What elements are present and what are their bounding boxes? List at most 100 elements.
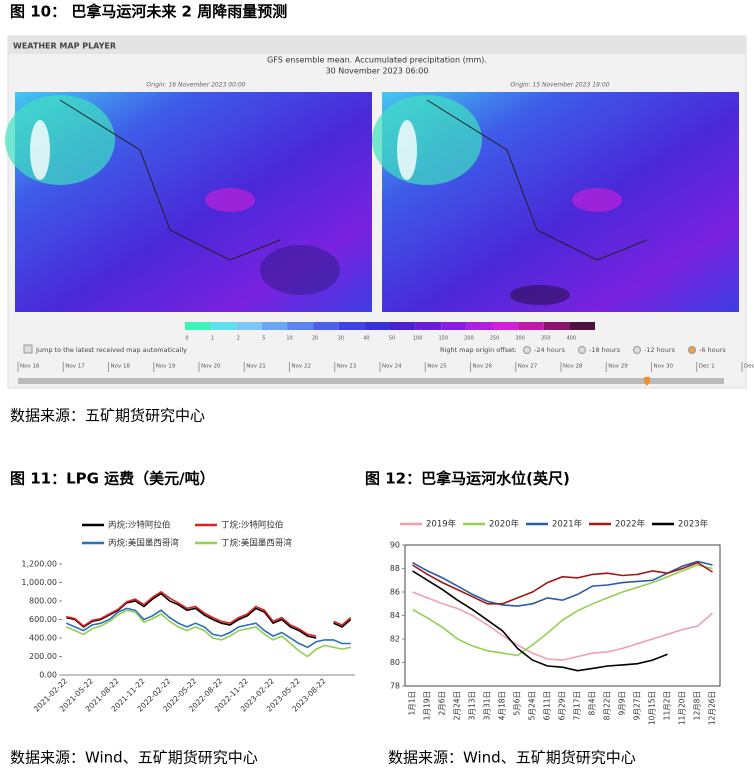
series-line — [412, 560, 713, 607]
colorbar-label: 30 — [338, 336, 344, 342]
timeline-label: Nov 27 — [518, 364, 538, 370]
colorbar-label: 0 — [185, 336, 188, 342]
colorbar-cell — [466, 322, 493, 330]
colorbar-label: 350 — [541, 336, 551, 342]
colorbar-label: 50 — [389, 336, 395, 342]
x-tick-label: 3月31日 — [483, 691, 492, 720]
legend-label: 2022年 — [615, 519, 646, 530]
colorbar-label: 300 — [515, 336, 525, 342]
timeline-label: Nov 23 — [337, 364, 357, 370]
radio-label: -24 hours — [534, 346, 566, 354]
x-tick-label: 5月24日 — [528, 691, 537, 720]
colorbar-label: 200 — [464, 336, 474, 342]
colorbar-label: 100 — [413, 336, 423, 342]
series-line — [412, 570, 668, 672]
series-line — [65, 607, 351, 649]
timeline-label: Nov 17 — [65, 364, 85, 370]
y-tick-label: 200.00 — [29, 652, 57, 661]
x-tick-label: 12月8日 — [693, 691, 702, 720]
y-tick-label: 1,000.00 — [21, 578, 57, 587]
colorbar-cell — [441, 322, 467, 330]
timeline-label: Nov 22 — [292, 364, 311, 370]
y-tick-label: 1,200.00 — [21, 560, 57, 569]
y-tick-label: 86 — [390, 588, 400, 597]
x-tick-label: 2月24日 — [453, 691, 462, 720]
x-tick-label: 1月19日 — [423, 691, 432, 720]
colorbar-cell — [313, 322, 339, 330]
legend-label: 2020年 — [489, 519, 520, 530]
colorbar-cell — [543, 322, 570, 330]
colorbar-cell — [390, 322, 416, 330]
source: 数据来源：五矿期货研究中心 — [10, 407, 205, 425]
timeline-slider[interactable] — [644, 377, 650, 386]
timeline-label: Dec 2 — [744, 364, 754, 370]
x-tick-label: 12月26日 — [708, 691, 717, 725]
map-title: GFS ensemble mean. Accumulated precipita… — [267, 56, 487, 65]
timeline-label: Nov 20 — [201, 364, 221, 370]
colorbar-cell — [569, 322, 595, 330]
timeline-label: Nov 30 — [654, 364, 674, 370]
x-tick-label: 4月18日 — [498, 691, 507, 720]
x-tick-label: 6月11日 — [543, 691, 552, 720]
x-tick-label: 3月13日 — [468, 691, 477, 720]
legend-label: 2019年 — [426, 519, 457, 530]
colorbar-label: 250 — [490, 336, 500, 342]
series-line — [412, 561, 713, 605]
player-header: WEATHER MAP PLAYER — [13, 42, 116, 51]
timeline-label: Nov 28 — [563, 364, 583, 370]
y-tick-label: 800.00 — [29, 597, 57, 606]
plot-frame — [404, 544, 721, 687]
x-tick-label: 8月4日 — [588, 691, 597, 716]
origin-right: Origin: 15 November 2023 18:00 — [510, 82, 609, 89]
legend-label: 2023年 — [678, 519, 709, 530]
colorbar-cell — [518, 322, 544, 330]
colorbar-cell — [287, 322, 314, 330]
timeline-label: Nov 26 — [473, 364, 493, 370]
y-tick-label: 88 — [390, 564, 400, 573]
timeline-label: Nov 25 — [427, 364, 447, 370]
map-left — [5, 92, 372, 312]
legend-label: 丁烷:美国墨西哥湾 — [221, 538, 292, 549]
y-tick-label: 400.00 — [29, 634, 57, 643]
radio[interactable] — [578, 346, 586, 354]
colorbar-cell — [415, 322, 442, 330]
colorbar-label: 40 — [363, 336, 369, 342]
colorbar-label: 400 — [567, 336, 577, 342]
y-tick-label: 82 — [390, 635, 400, 644]
x-tick-label: 1月1日 — [408, 691, 417, 716]
colorbar-label: 1 — [211, 336, 214, 342]
legend-label: 丙烷:沙特阿拉伯 — [108, 520, 170, 531]
fig-title: 图 10： 巴拿马运河未来 2 周降雨量预测 — [10, 3, 287, 21]
source: 数据来源：Wind、五矿期货研究中心 — [388, 749, 636, 767]
player-header-bar — [8, 36, 746, 54]
fig-title: 图 11：LPG 运费（美元/吨） — [10, 470, 215, 488]
auto-jump: Jump to the latest received map automati… — [35, 346, 187, 354]
y-tick-label: 600.00 — [29, 615, 57, 624]
series-line — [65, 609, 351, 658]
source: 数据来源：Wind、五矿期货研究中心 — [10, 749, 258, 767]
timeline-label: Nov 24 — [382, 364, 402, 370]
colorbar-label: 10 — [286, 336, 292, 342]
checkbox[interactable] — [23, 344, 33, 354]
y-tick-label: 80 — [390, 658, 400, 667]
y-tick-label: 0.00 — [39, 671, 57, 680]
colorbar-label: 150 — [438, 336, 448, 342]
radio[interactable] — [523, 346, 531, 354]
colorbar-label: 5 — [262, 336, 265, 342]
legend-label: 丁烷:沙特阿拉伯 — [221, 520, 283, 531]
x-tick-label: 9月27日 — [633, 691, 642, 720]
timeline-bar — [18, 378, 724, 384]
legend-label: 2021年 — [552, 519, 583, 530]
colorbar-label: 2 — [237, 336, 240, 342]
series-line — [412, 564, 713, 657]
colorbar-cell — [261, 322, 288, 330]
series-line — [412, 591, 714, 661]
colorbar-cell — [338, 322, 365, 330]
radio-label: -6 hours — [699, 346, 726, 354]
colorbar-label: 20 — [312, 336, 318, 342]
colorbar-cell — [492, 322, 519, 330]
x-tick-label: 10月15日 — [648, 691, 657, 725]
radio[interactable] — [688, 346, 696, 354]
radio[interactable] — [633, 346, 641, 354]
